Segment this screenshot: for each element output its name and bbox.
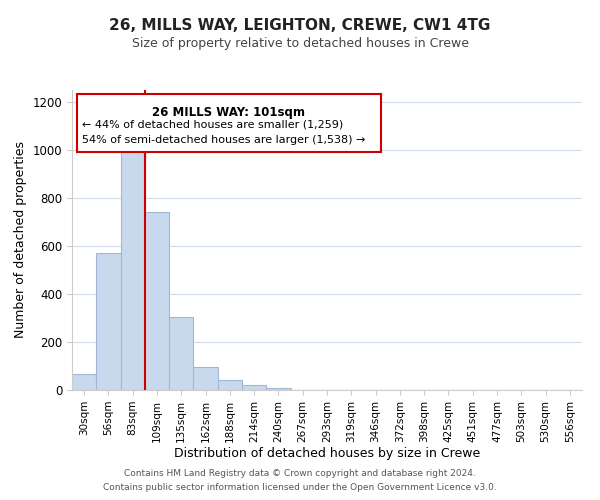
FancyBboxPatch shape <box>77 94 380 152</box>
Text: ← 44% of detached houses are smaller (1,259): ← 44% of detached houses are smaller (1,… <box>82 120 343 130</box>
Bar <box>193 367 218 390</box>
Bar <box>169 317 193 390</box>
Text: Contains public sector information licensed under the Open Government Licence v3: Contains public sector information licen… <box>103 484 497 492</box>
Bar <box>266 388 290 390</box>
Bar <box>121 150 145 390</box>
Text: 26 MILLS WAY: 101sqm: 26 MILLS WAY: 101sqm <box>152 106 305 119</box>
Text: 54% of semi-detached houses are larger (1,538) →: 54% of semi-detached houses are larger (… <box>82 135 365 145</box>
Bar <box>145 212 169 390</box>
Bar <box>218 380 242 390</box>
Text: 26, MILLS WAY, LEIGHTON, CREWE, CW1 4TG: 26, MILLS WAY, LEIGHTON, CREWE, CW1 4TG <box>109 18 491 32</box>
Y-axis label: Number of detached properties: Number of detached properties <box>14 142 27 338</box>
Bar <box>72 374 96 390</box>
Bar <box>242 385 266 390</box>
Text: Contains HM Land Registry data © Crown copyright and database right 2024.: Contains HM Land Registry data © Crown c… <box>124 468 476 477</box>
X-axis label: Distribution of detached houses by size in Crewe: Distribution of detached houses by size … <box>174 448 480 460</box>
Text: Size of property relative to detached houses in Crewe: Size of property relative to detached ho… <box>131 38 469 51</box>
Bar <box>96 253 121 390</box>
